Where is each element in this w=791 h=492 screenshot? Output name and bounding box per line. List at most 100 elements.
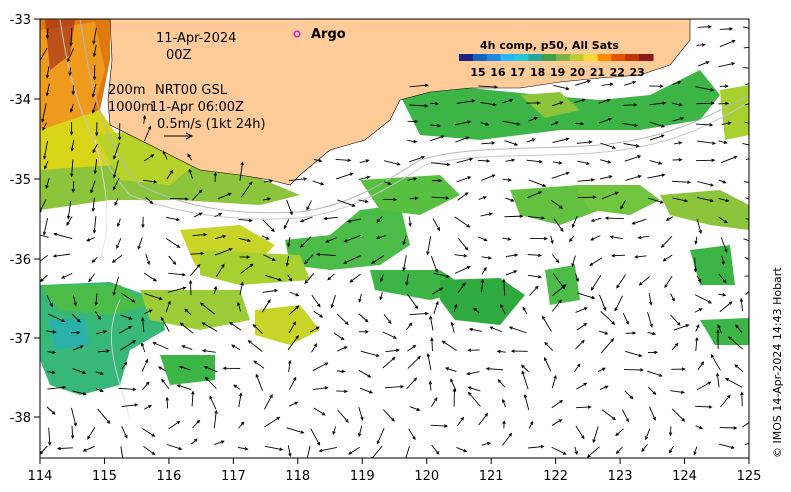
colorbar-swatch (583, 54, 599, 61)
current-arrow (312, 362, 329, 371)
current-arrow (672, 197, 689, 203)
x-tick-label: 117 (221, 469, 246, 484)
current-arrow (82, 445, 95, 452)
current-arrow (649, 101, 667, 106)
current-arrow (214, 440, 225, 445)
current-arrow (312, 180, 325, 186)
current-arrow (586, 446, 600, 458)
current-arrow (454, 266, 471, 274)
current-arrow (348, 446, 361, 455)
map-plot-area[interactable] (36, 19, 762, 462)
current-arrow (201, 322, 218, 332)
current-arrow (239, 255, 251, 259)
current-arrow (213, 285, 218, 295)
current-arrow (407, 345, 417, 352)
product-label: NRT00 GSL (155, 83, 228, 98)
current-arrow (45, 177, 50, 190)
current-arrow (598, 330, 609, 335)
current-arrow (719, 301, 733, 313)
current-arrow (68, 67, 72, 77)
sst-patch-mid-e (440, 278, 525, 325)
current-arrow (599, 385, 609, 390)
current-arrow (199, 302, 216, 315)
current-arrow (597, 367, 606, 372)
current-arrow (553, 218, 564, 233)
current-arrow (192, 233, 208, 237)
current-arrow (112, 160, 119, 179)
current-arrow (214, 213, 223, 218)
current-arrow (336, 346, 348, 352)
current-arrow (47, 385, 67, 390)
current-arrow (668, 445, 674, 454)
current-arrow (719, 27, 734, 31)
current-arrow (287, 335, 299, 351)
current-arrow (121, 426, 128, 439)
current-arrow (45, 28, 50, 40)
current-arrow (111, 254, 123, 263)
current-arrow (237, 301, 242, 312)
current-arrow (162, 150, 168, 160)
current-arrow (121, 361, 128, 370)
current-arrow (92, 143, 98, 154)
current-arrow (696, 275, 702, 283)
current-arrow (407, 119, 419, 124)
current-arrow (92, 65, 97, 81)
current-arrow (288, 376, 297, 390)
current-arrow (481, 141, 496, 145)
current-arrow (426, 352, 432, 371)
current-arrow (309, 326, 320, 333)
current-arrow (166, 444, 183, 451)
current-arrow (56, 446, 73, 451)
current-arrow (694, 308, 703, 313)
bathymetry-200m (79, 19, 749, 214)
current-arrow (725, 378, 743, 388)
current-arrow (402, 235, 407, 246)
current-arrow (193, 212, 203, 218)
current-arrow (441, 340, 457, 351)
current-arrow (697, 140, 717, 145)
current-arrow (323, 216, 338, 221)
sst-patch-west-red (45, 20, 75, 70)
current-arrow (222, 366, 241, 371)
current-arrow (550, 235, 554, 245)
current-arrow (649, 134, 665, 141)
current-arrow (696, 218, 702, 235)
current-arrow (112, 177, 120, 191)
argo-float-marker[interactable] (293, 30, 301, 38)
current-arrow (647, 331, 657, 336)
current-arrow (332, 426, 336, 436)
colorbar-tick-label: 15 (470, 66, 485, 79)
current-arrow (240, 263, 254, 274)
current-arrow (288, 401, 299, 407)
current-arrow (455, 136, 470, 143)
current-arrow (169, 197, 189, 201)
current-arrow (575, 339, 585, 350)
current-arrow (718, 198, 730, 203)
current-arrow (743, 46, 749, 49)
current-arrow (120, 446, 124, 458)
sst-patch-mid-k (255, 305, 320, 345)
current-arrow (433, 300, 439, 314)
x-axis: 114 115 116 117 118 119 120 121 122 123 124 125 (28, 458, 761, 484)
current-arrow (716, 329, 720, 350)
current-arrow (231, 344, 241, 350)
current-arrow (165, 237, 181, 248)
sst-patch-mid-g (575, 185, 660, 215)
x-tick-label: 121 (479, 469, 504, 484)
current-arrow (358, 175, 371, 180)
current-arrow (662, 254, 673, 262)
current-arrow (551, 374, 557, 389)
sst-patch-west-lime (95, 130, 200, 185)
current-arrow (553, 161, 563, 165)
current-arrow (143, 125, 152, 142)
current-arrow (318, 446, 338, 453)
current-arrow (665, 216, 674, 221)
current-arrow (672, 116, 685, 122)
current-arrow (143, 272, 157, 282)
current-arrow (405, 322, 413, 331)
current-arrow (523, 393, 530, 410)
current-arrow (116, 238, 122, 250)
current-arrow (214, 248, 233, 256)
current-arrow (478, 159, 491, 163)
current-arrow (719, 84, 729, 88)
